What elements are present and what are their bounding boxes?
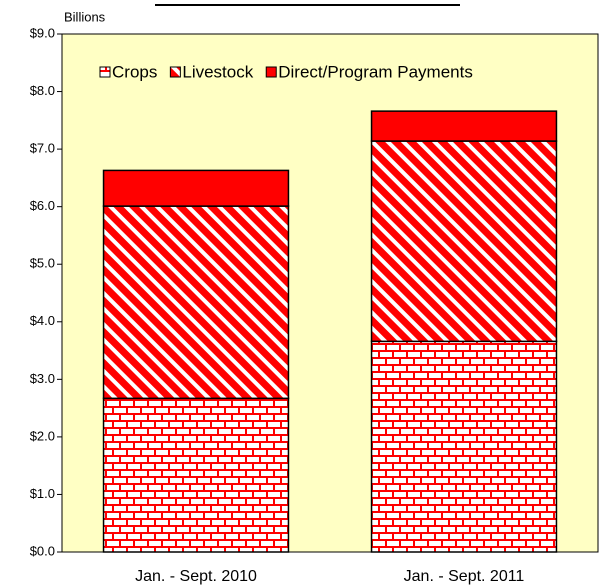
bar-segment: [102, 397, 290, 553]
bar-segment: [102, 205, 290, 400]
legend-swatch: [99, 66, 111, 78]
bar-segment: [370, 110, 558, 142]
x-tick-label: Jan. - Sept. 2011: [404, 568, 525, 585]
y-tick-label: $3.0: [30, 371, 55, 386]
y-tick-label: $6.0: [30, 198, 55, 213]
y-tick-label: $4.0: [30, 313, 55, 328]
y-axis-label: Billions: [64, 9, 106, 24]
legend-swatch: [169, 66, 181, 78]
legend-label: Direct/Program Payments: [278, 62, 473, 81]
y-tick-label: $7.0: [30, 141, 55, 156]
bar-segment: [370, 140, 558, 343]
y-tick-label: $2.0: [30, 428, 55, 443]
y-tick-label: $5.0: [30, 256, 55, 271]
y-tick-label: $8.0: [30, 83, 55, 98]
y-tick-label: $0.0: [30, 543, 55, 558]
y-tick-label: $1.0: [30, 486, 55, 501]
legend-swatch: [265, 66, 277, 78]
bar-segment: [102, 169, 290, 207]
bar-segment: [370, 340, 558, 553]
x-tick-label: Jan. - Sept. 2010: [135, 568, 257, 585]
legend-label: Crops: [112, 62, 157, 81]
legend-label: Livestock: [182, 62, 253, 81]
y-tick-label: $9.0: [30, 25, 55, 40]
